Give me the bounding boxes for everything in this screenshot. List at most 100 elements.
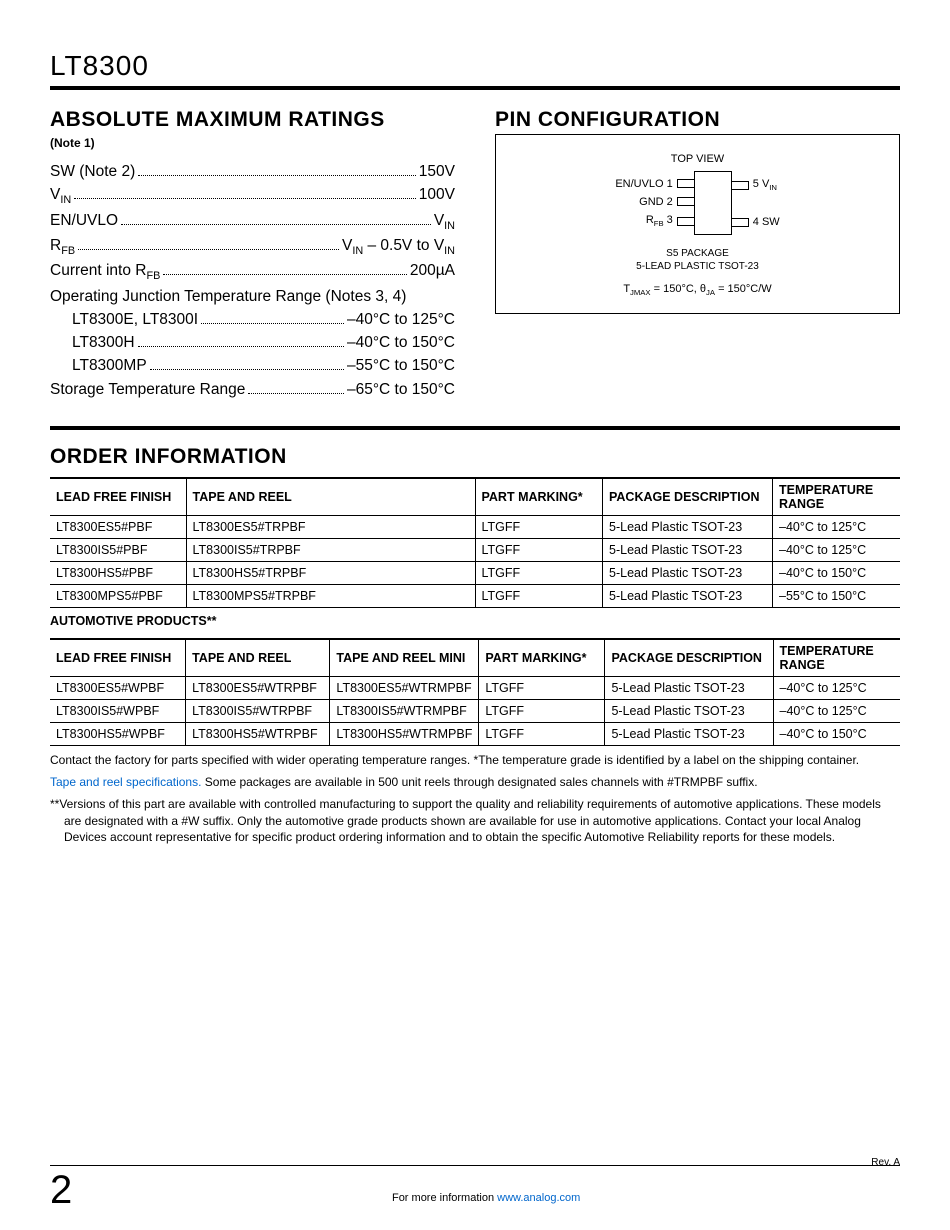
table-cell: 5-Lead Plastic TSOT-23	[603, 538, 773, 561]
table-cell: LT8300HS5#WTRMPBF	[330, 722, 479, 745]
rating-label: Storage Temperature Range	[50, 378, 245, 401]
rating-line: VIN100V	[50, 183, 455, 208]
rating-value: –40°C to 125°C	[347, 308, 455, 331]
table-cell: –40°C to 125°C	[773, 676, 900, 699]
table-cell: –40°C to 150°C	[773, 561, 901, 584]
pin-config-heading: PIN CONFIGURATION	[495, 108, 900, 132]
table-cell: LT8300IS5#WTRMPBF	[330, 699, 479, 722]
order-table-1: LEAD FREE FINISHTAPE AND REELPART MARKIN…	[50, 477, 900, 608]
table-cell: –40°C to 125°C	[773, 538, 901, 561]
rating-value: 150V	[419, 160, 455, 183]
table-header: LEAD FREE FINISH	[50, 639, 186, 677]
table-cell: 5-Lead Plastic TSOT-23	[603, 561, 773, 584]
thermal-label: TJMAX = 150°C, θJA = 150°C/W	[623, 283, 771, 297]
pin-configuration: PIN CONFIGURATION TOP VIEW EN/UVLO 1GND …	[495, 108, 900, 401]
rating-label: SW (Note 2)	[50, 160, 135, 183]
rating-label: VIN	[50, 183, 71, 208]
table-row: LT8300ES5#PBFLT8300ES5#TRPBFLTGFF5-Lead …	[50, 515, 900, 538]
table-header: TAPE AND REEL	[186, 478, 475, 516]
rating-label: LT8300MP	[72, 354, 147, 377]
automotive-heading: AUTOMOTIVE PRODUCTS**	[50, 608, 900, 630]
table-cell: LT8300MPS5#TRPBF	[186, 584, 475, 607]
table-cell: LT8300IS5#WTRPBF	[186, 699, 330, 722]
rating-value: VIN – 0.5V to VIN	[342, 234, 455, 259]
table-cell: LT8300HS5#WTRPBF	[186, 722, 330, 745]
pin-entry: GND 2	[639, 196, 695, 208]
divider	[50, 426, 900, 430]
table-cell: LT8300ES5#PBF	[50, 515, 186, 538]
table-cell: LT8300ES5#WTRPBF	[186, 676, 330, 699]
table-cell: 5-Lead Plastic TSOT-23	[603, 515, 773, 538]
rating-value: VIN	[434, 209, 455, 234]
part-number: LT8300	[50, 50, 900, 90]
table-cell: LT8300HS5#TRPBF	[186, 561, 475, 584]
rating-line: Storage Temperature Range –65°C to 150°C	[50, 378, 455, 401]
rating-line: Current into RFB 200µA	[50, 259, 455, 284]
table-cell: LT8300ES5#TRPBF	[186, 515, 475, 538]
table-header: TEMPERATURE RANGE	[773, 639, 900, 677]
table-cell: LT8300IS5#WPBF	[50, 699, 186, 722]
footer-more-info: For more information www.analog.com	[72, 1192, 900, 1210]
table-cell: –55°C to 150°C	[773, 584, 901, 607]
table-header: PART MARKING*	[475, 478, 603, 516]
rating-line: LT8300MP–55°C to 150°C	[50, 354, 455, 377]
abs-max-note: (Note 1)	[50, 136, 455, 150]
package-label: S5 PACKAGE 5-LEAD PLASTIC TSOT-23	[636, 247, 759, 273]
table-header: TAPE AND REEL MINI	[330, 639, 479, 677]
table-cell: LT8300MPS5#PBF	[50, 584, 186, 607]
rating-line: Operating Junction Temperature Range (No…	[50, 285, 455, 308]
rating-value: 200µA	[410, 259, 455, 282]
page-footer: 2 For more information www.analog.com	[50, 1165, 900, 1210]
table-cell: –40°C to 125°C	[773, 699, 900, 722]
order-information: ORDER INFORMATION LEAD FREE FINISHTAPE A…	[50, 445, 900, 845]
top-section: ABSOLUTE MAXIMUM RATINGS (Note 1) SW (No…	[50, 108, 900, 401]
top-view-label: TOP VIEW	[671, 153, 724, 165]
table-row: LT8300MPS5#PBFLT8300MPS5#TRPBFLTGFF5-Lea…	[50, 584, 900, 607]
order-info-heading: ORDER INFORMATION	[50, 445, 900, 469]
table-cell: LT8300IS5#TRPBF	[186, 538, 475, 561]
page-number: 2	[50, 1170, 72, 1210]
pin-entry: 4 SW	[731, 216, 780, 228]
table-cell: –40°C to 125°C	[773, 515, 901, 538]
table-row: LT8300HS5#WPBFLT8300HS5#WTRPBFLT8300HS5#…	[50, 722, 900, 745]
rating-line: RFB VIN – 0.5V to VIN	[50, 234, 455, 259]
rating-label: Current into RFB	[50, 259, 160, 284]
table-cell: LTGFF	[479, 676, 605, 699]
table-header: TEMPERATURE RANGE	[773, 478, 901, 516]
chip-body	[694, 171, 732, 235]
rating-value: –40°C to 150°C	[347, 331, 455, 354]
pin-entry: RFB 3	[646, 214, 695, 228]
pin-entry: 5 VIN	[731, 178, 777, 192]
table-cell: 5-Lead Plastic TSOT-23	[605, 676, 773, 699]
rating-label: RFB	[50, 234, 75, 259]
table-header: PACKAGE DESCRIPTION	[605, 639, 773, 677]
table-cell: 5-Lead Plastic TSOT-23	[603, 584, 773, 607]
rating-line: SW (Note 2) 150V	[50, 160, 455, 183]
table-cell: LT8300HS5#PBF	[50, 561, 186, 584]
table-header: PART MARKING*	[479, 639, 605, 677]
table-cell: LT8300ES5#WPBF	[50, 676, 186, 699]
table-cell: LTGFF	[475, 584, 603, 607]
table-row: LT8300HS5#PBFLT8300HS5#TRPBFLTGFF5-Lead …	[50, 561, 900, 584]
table-cell: –40°C to 150°C	[773, 722, 900, 745]
rating-label: LT8300E, LT8300I	[72, 308, 198, 331]
footnote: **Versions of this part are available wi…	[50, 796, 900, 845]
chip-row: EN/UVLO 1GND 2RFB 3 5 VIN4 SW	[615, 171, 779, 235]
table-cell: LTGFF	[475, 515, 603, 538]
footer-link[interactable]: www.analog.com	[497, 1192, 580, 1204]
table-row: LT8300IS5#WPBFLT8300IS5#WTRPBFLT8300IS5#…	[50, 699, 900, 722]
footnote: Tape and reel specifications. Some packa…	[50, 774, 900, 790]
abs-max-heading: ABSOLUTE MAXIMUM RATINGS	[50, 108, 455, 132]
table-header: LEAD FREE FINISH	[50, 478, 186, 516]
footnote: Contact the factory for parts specified …	[50, 752, 900, 768]
table-cell: LTGFF	[475, 538, 603, 561]
table-cell: 5-Lead Plastic TSOT-23	[605, 722, 773, 745]
footnote-link[interactable]: Tape and reel specifications.	[50, 775, 201, 789]
rating-value: –65°C to 150°C	[347, 378, 455, 401]
table-header: TAPE AND REEL	[186, 639, 330, 677]
table-cell: LT8300ES5#WTRMPBF	[330, 676, 479, 699]
table-cell: 5-Lead Plastic TSOT-23	[605, 699, 773, 722]
rating-line: LT8300H–40°C to 150°C	[50, 331, 455, 354]
table-cell: LT8300HS5#WPBF	[50, 722, 186, 745]
table-cell: LTGFF	[475, 561, 603, 584]
